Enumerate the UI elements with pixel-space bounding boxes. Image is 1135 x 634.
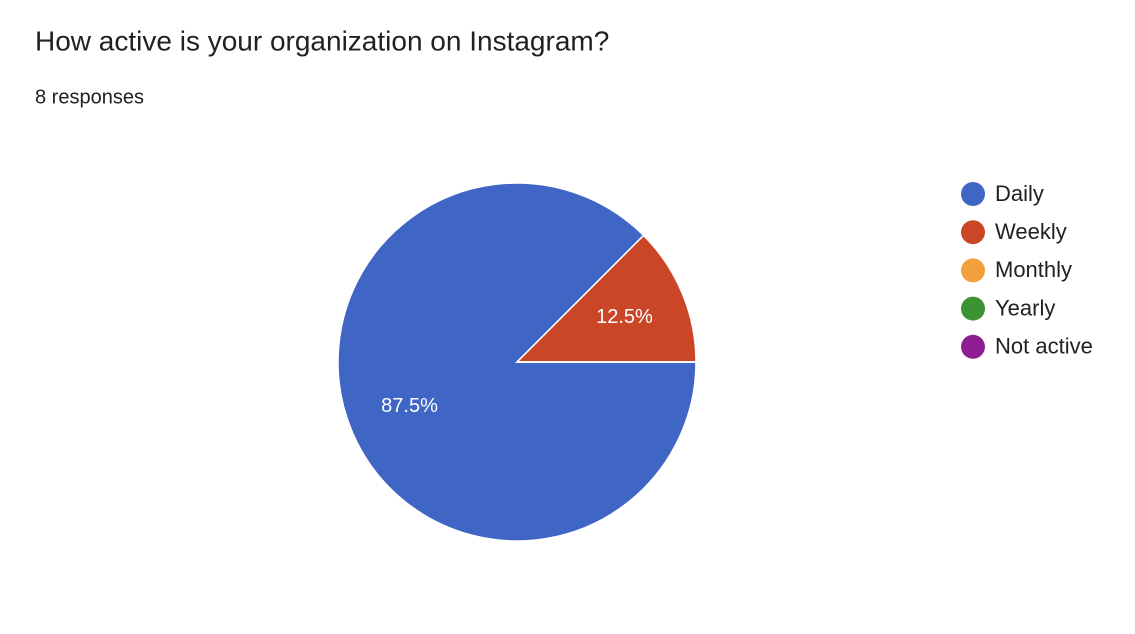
legend-label: Daily	[995, 181, 1044, 206]
legend-label: Monthly	[995, 257, 1072, 282]
chart-title: How active is your organization on Insta…	[35, 25, 609, 56]
legend-label: Not active	[995, 334, 1093, 359]
chart-subtitle: 8 responses	[35, 86, 144, 108]
slice-label: 87.5%	[381, 395, 438, 417]
legend-swatch	[961, 296, 985, 321]
legend-label: Yearly	[995, 295, 1055, 320]
legend-swatch	[961, 334, 985, 359]
legend-swatch	[961, 182, 985, 206]
pie-slice	[515, 234, 697, 363]
slice-label: 12.5%	[596, 306, 653, 328]
legend-swatch	[961, 258, 985, 283]
legend-label: Weekly	[995, 219, 1067, 244]
legend-swatch	[961, 220, 985, 245]
